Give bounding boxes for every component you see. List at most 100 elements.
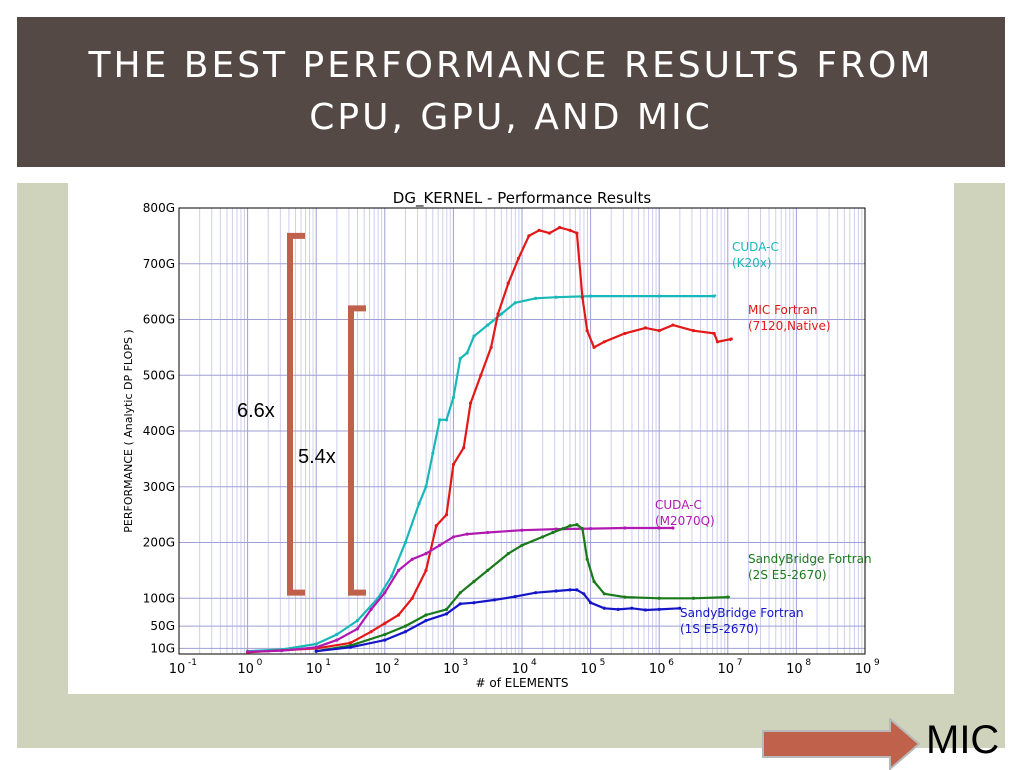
series-point <box>397 613 400 616</box>
series-point <box>466 533 469 536</box>
series-point <box>520 529 523 532</box>
annotations: 6.6x5.4x <box>237 236 366 593</box>
series-point <box>404 630 407 633</box>
series-point <box>424 619 427 622</box>
series-point <box>658 329 661 332</box>
y-tick-label: 50G <box>150 619 175 633</box>
series-point <box>568 229 571 232</box>
y-tick-label: 500G <box>143 368 175 382</box>
next-arrow-icon[interactable] <box>762 718 922 770</box>
series-point <box>575 523 578 526</box>
series-point <box>623 596 626 599</box>
series-point <box>469 402 472 405</box>
series-point <box>558 226 561 229</box>
series-point <box>644 608 647 611</box>
series-lines: CUDA-C (K20x) MIC Fortran (7120,Native) CUDA… <box>246 226 872 654</box>
series-point <box>658 608 661 611</box>
series-point <box>435 524 438 527</box>
series-point <box>520 544 523 547</box>
series-point <box>586 329 589 332</box>
series-point <box>349 646 352 649</box>
y-tick-label: 600G <box>143 313 175 327</box>
series-point <box>383 638 386 641</box>
series-label: (K20x) <box>732 256 772 270</box>
slide-title: THE BEST PERFORMANCE RESULTS FROM CPU, G… <box>61 40 961 144</box>
series-point <box>692 329 695 332</box>
series-point <box>349 641 352 644</box>
range-bracket <box>290 236 305 593</box>
series-point <box>603 607 606 610</box>
series-point <box>623 332 626 335</box>
series-point <box>534 591 537 594</box>
series-point <box>452 463 455 466</box>
series-point <box>551 531 554 534</box>
series-point <box>411 597 414 600</box>
series-point <box>479 374 482 377</box>
x-tick-exponent: 0 <box>257 658 263 668</box>
x-tick-exponent: 1 <box>325 658 331 668</box>
series-point <box>541 535 544 538</box>
x-tick-label: 10 <box>855 662 872 677</box>
series-point <box>500 312 503 315</box>
series-point <box>472 601 475 604</box>
y-axis-label: PERFORMANCE ( Analytic DP FLOPS ) <box>122 329 135 532</box>
x-tick-label: 10 <box>649 662 666 677</box>
speedup-label: 6.6x <box>237 400 275 422</box>
series-point <box>514 301 517 304</box>
series-point <box>315 646 318 649</box>
series-label: MIC Fortran <box>748 303 817 317</box>
series-point <box>507 552 510 555</box>
series-label: (1S E5-2670) <box>680 622 759 636</box>
series-point <box>486 323 489 326</box>
series-point <box>335 638 338 641</box>
series-point <box>616 608 619 611</box>
series-point <box>575 588 578 591</box>
series-point <box>438 418 441 421</box>
performance-chart: DG_KERNEL - Performance Results # of ELE… <box>68 183 954 694</box>
x-tick-label: 10 <box>306 662 323 677</box>
series-point <box>534 297 537 300</box>
series-point <box>411 558 414 561</box>
series-point <box>630 607 633 610</box>
series-point <box>581 296 584 299</box>
y-tick-label: 800G <box>143 201 175 215</box>
x-tick-label: 10 <box>718 662 735 677</box>
series-point <box>575 231 578 234</box>
x-tick-label: 10 <box>580 662 597 677</box>
series-point <box>589 601 592 604</box>
series-point <box>514 595 517 598</box>
series-point <box>383 622 386 625</box>
series-label: CUDA-C <box>732 240 779 254</box>
x-axis-label: # of ELEMENTS <box>476 676 569 690</box>
x-tick-exponent: 7 <box>737 658 743 668</box>
series-point <box>445 418 448 421</box>
series-label-leader <box>714 295 716 296</box>
series-label: (7120,Native) <box>748 319 831 333</box>
series-point <box>356 619 359 622</box>
series-point <box>431 452 434 455</box>
series-label-leader <box>730 339 731 341</box>
series-point <box>658 294 661 297</box>
slide-header: THE BEST PERFORMANCE RESULTS FROM CPU, G… <box>17 17 1005 167</box>
series-point <box>424 613 427 616</box>
series-point <box>592 346 595 349</box>
series-point <box>424 552 427 555</box>
series-point <box>589 527 592 530</box>
series-point <box>592 580 595 583</box>
x-tick-label: 10 <box>237 662 254 677</box>
series-point <box>369 608 372 611</box>
series-label: (2S E5-2670) <box>748 568 827 582</box>
series-point <box>582 592 585 595</box>
series-point <box>472 580 475 583</box>
series-point <box>452 535 455 538</box>
series-point <box>507 282 510 285</box>
series-label: CUDA-C <box>655 498 702 512</box>
series-point <box>335 633 338 636</box>
x-tick-exponent: 3 <box>462 658 468 668</box>
series-point <box>383 633 386 636</box>
series-point <box>692 597 695 600</box>
series-point <box>315 650 318 653</box>
series-line <box>248 228 732 653</box>
next-slide-label[interactable]: MIC <box>926 716 999 764</box>
y-tick-label: 200G <box>143 536 175 550</box>
